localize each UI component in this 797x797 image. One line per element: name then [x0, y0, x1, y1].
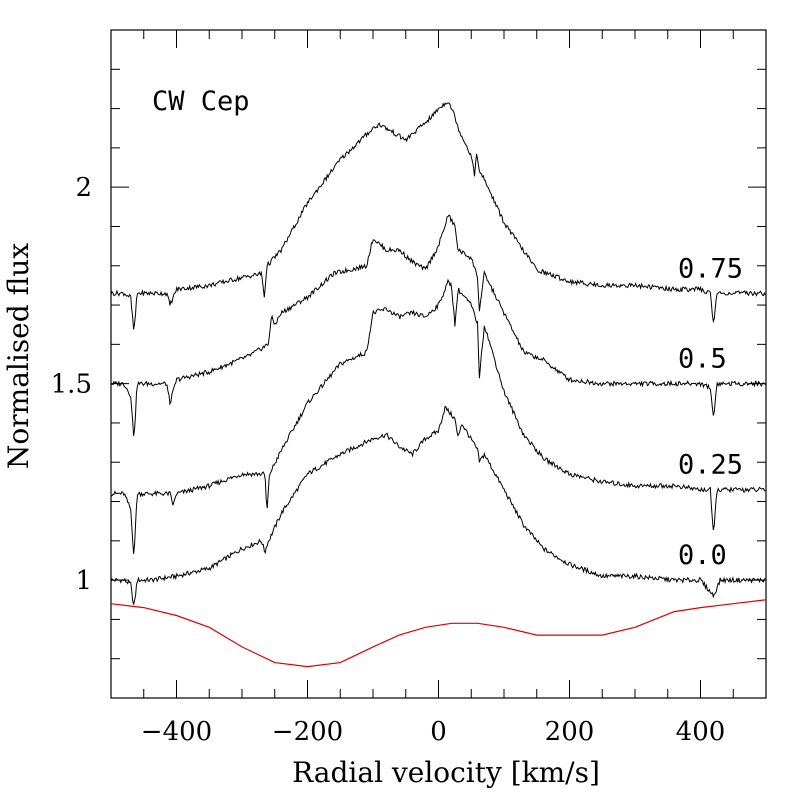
axis-ticks [111, 30, 766, 698]
x-tick-label: 400 [676, 717, 726, 747]
phase-label: 0.0 [678, 540, 727, 571]
y-axis-title: Normalised flux [2, 243, 35, 469]
phase-label: 0.25 [678, 450, 743, 481]
phase-label: 0.5 [678, 344, 727, 375]
spectrum-line [110, 278, 766, 554]
phase-label: 0.75 [678, 253, 743, 284]
spectrum-line [110, 214, 766, 436]
plot-frame [110, 29, 767, 699]
star-annotation: CW Cep [152, 86, 250, 117]
x-tick-label: 0 [430, 717, 447, 747]
model-profile-line [110, 599, 767, 668]
phase-labels: 0.0 0.25 0.5 0.75 [678, 253, 743, 571]
y-tick-label: 1 [75, 566, 92, 596]
spectrum-line [110, 102, 766, 330]
x-tick-label: −400 [141, 717, 212, 747]
y-tick-label: 2 [75, 173, 92, 203]
x-tick-labels: −400 −200 0 200 400 [141, 717, 726, 747]
y-tick-label: 1.5 [51, 370, 92, 400]
x-axis-title: Radial velocity [km/s] [292, 756, 600, 789]
y-tick-labels: 11.52 [51, 173, 92, 596]
spectra-layer [110, 102, 767, 668]
x-tick-label: 200 [545, 717, 595, 747]
x-tick-label: −200 [272, 717, 343, 747]
spectrum-line [110, 405, 766, 605]
